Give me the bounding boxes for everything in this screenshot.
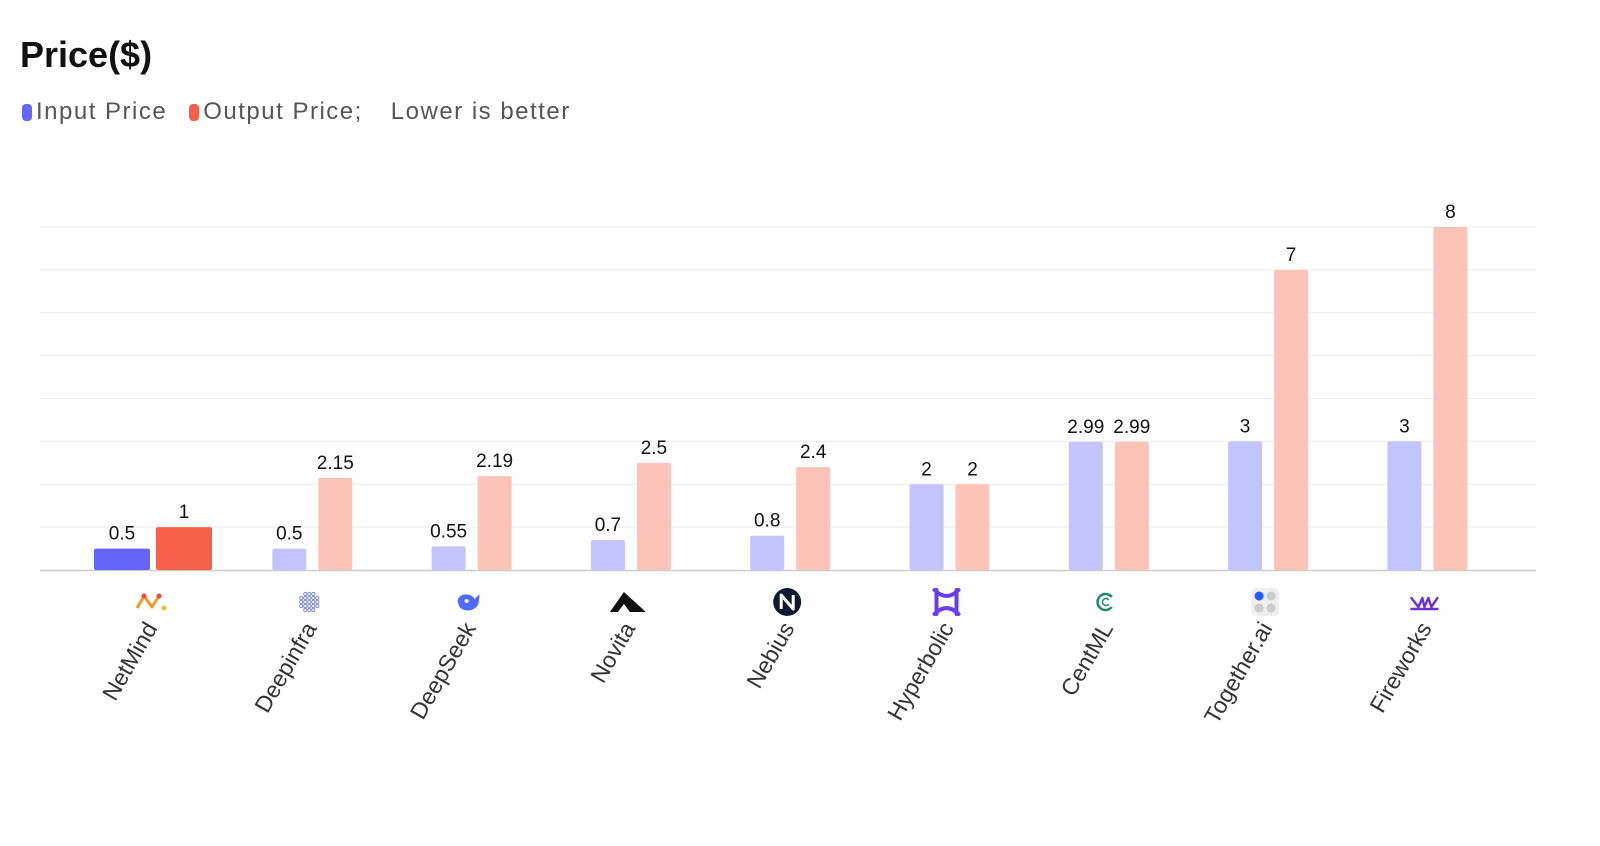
category-label: Novita [585, 617, 640, 687]
bar-output-deepinfra [318, 477, 353, 570]
bar-input-hyperbolic [909, 484, 944, 570]
value-label-input: 3 [1240, 416, 1251, 437]
value-label-output: 2.19 [476, 451, 513, 472]
category-label: NetMind [97, 618, 162, 705]
value-label-input: 0.7 [595, 515, 621, 536]
bars: 0.5 1 0.5 2.15 0.55 2.19 0.7 2.5 0.8 2.4 2 2 2.99 2.9… [94, 202, 1468, 570]
centml-logo-icon [1096, 592, 1113, 612]
value-label-output: 2 [967, 459, 978, 480]
bar-input-netmind [94, 548, 150, 570]
category-label: Together.ai [1199, 618, 1278, 728]
bar-input-deepseek [431, 546, 466, 570]
netmind-logo-icon [135, 593, 167, 611]
legend-swatch-input [22, 103, 32, 121]
value-label-output: 1 [179, 502, 190, 523]
legend-output: Output Price; [189, 98, 363, 126]
legend-note: Lower is better [390, 98, 571, 125]
chart-title: Price($) [20, 34, 153, 75]
value-label-input: 0.5 [276, 524, 302, 545]
value-label-input: 2 [921, 459, 932, 480]
bar-input-fireworks [1387, 441, 1422, 570]
nebius-logo-icon [773, 588, 802, 616]
category-label: Nebius [741, 618, 799, 693]
chart-legend: Input Price Output Price; Lower is bette… [22, 98, 571, 126]
novita-logo-icon [609, 592, 646, 612]
together-ai-logo-icon [1251, 588, 1280, 616]
bar-input-centml [1068, 441, 1103, 570]
bar-output-centml [1114, 441, 1149, 570]
value-label-input: 2.99 [1067, 417, 1104, 438]
value-label-output: 2.15 [317, 453, 354, 474]
bar-input-deepinfra [272, 548, 307, 570]
value-label-output: 8 [1445, 202, 1456, 223]
bar-input-nebius [750, 535, 785, 570]
bar-output-nebius [796, 467, 831, 570]
category-label: Deepinfra [249, 617, 321, 717]
legend-label-input: Input Price [36, 98, 168, 125]
value-label-output: 2.4 [800, 442, 827, 463]
legend-input: Input Price [22, 98, 167, 126]
value-label-input: 3 [1399, 416, 1410, 437]
category-label: CentML [1055, 617, 1118, 700]
value-label-output: 7 [1286, 245, 1297, 266]
gridlines [40, 226, 1536, 528]
bar-input-novita [590, 539, 625, 570]
bar-output-together-ai [1274, 269, 1309, 570]
category-label: Fireworks [1364, 618, 1436, 717]
bar-output-hyperbolic [955, 484, 990, 570]
value-label-output: 2.99 [1113, 417, 1150, 438]
category-label: DeepSeek [405, 617, 481, 723]
value-label-input: 0.5 [109, 524, 135, 545]
bar-output-fireworks [1433, 227, 1468, 570]
value-label-input: 0.8 [754, 511, 780, 532]
hyperbolic-logo-icon [932, 588, 961, 616]
category-label: Hyperbolic [882, 618, 959, 725]
deepseek-whale-icon [457, 594, 480, 611]
bar-input-together-ai [1228, 441, 1263, 570]
deepinfra-logo-icon [299, 591, 320, 613]
value-label-input: 0.55 [430, 521, 467, 542]
bar-output-novita [636, 462, 671, 570]
value-label-output: 2.5 [641, 438, 667, 459]
fireworks-logo-icon [1410, 596, 1439, 611]
bar-output-netmind [156, 527, 212, 570]
legend-label-output: Output Price; [203, 98, 363, 125]
bar-output-deepseek [477, 476, 512, 570]
legend-swatch-output [189, 103, 200, 121]
